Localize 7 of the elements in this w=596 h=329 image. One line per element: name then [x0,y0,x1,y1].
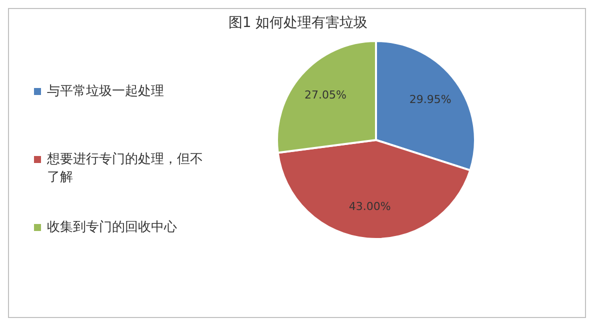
data-label: 29.95% [409,93,452,106]
legend-label: 想要进行专门的处理，但不了解 [47,151,204,186]
chart-title: 图1 如何处理有害垃圾 [227,14,369,32]
legend-label: 与平常垃圾一起处理 [47,83,164,100]
data-label: 43.00% [348,200,391,213]
data-label: 27.05% [304,88,346,102]
legend-label: 收集到专门的回收中心 [47,219,177,236]
